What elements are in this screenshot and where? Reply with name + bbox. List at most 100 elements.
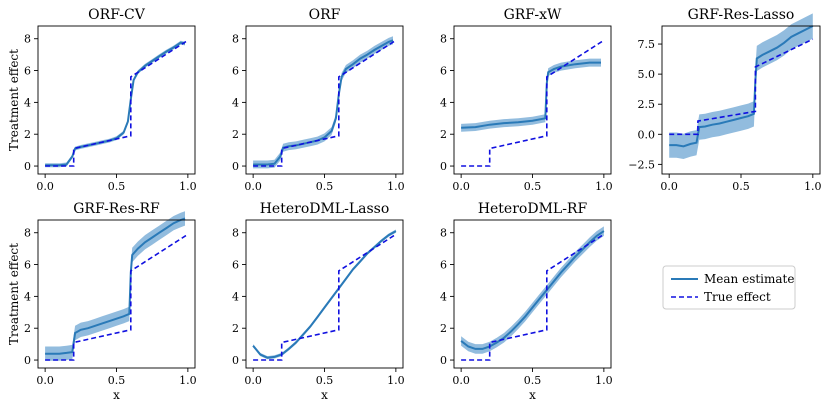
confidence-band: [253, 36, 393, 169]
chart-panel-7: 0.0 0.5 1.0 0 2 4 6 8 HeteroDML-RF x: [440, 201, 613, 402]
y-tick-label: 6: [24, 65, 31, 78]
x-axis-label: x: [321, 388, 328, 402]
chart-title: HeteroDML-RF: [478, 201, 588, 217]
y-tick-label: 4: [440, 290, 447, 303]
y-tick-label: 5.0: [638, 68, 656, 81]
chart-panel-3: 0.0 0.5 1.0 0 2 4 6 8 GRF-xW: [440, 7, 613, 193]
legend-label-true: True effect: [704, 290, 771, 304]
series-line-true-effect: [45, 233, 189, 361]
legend: Mean estimate True effect: [662, 265, 796, 310]
y-tick-label: 4: [232, 290, 239, 303]
y-tick-label: 0: [232, 160, 239, 173]
y-tick-label: 8: [440, 227, 447, 240]
x-tick-label: 0.0: [660, 180, 678, 193]
y-tick-label: 6: [24, 259, 31, 272]
y-tick-label: 8: [24, 227, 31, 240]
x-tick-label: 0.5: [316, 180, 334, 193]
chart-panel-5: 0.0 0.5 1.0 0 2 4 6 8 GRF-Res-RF x Treatment effec…: [7, 201, 197, 402]
y-tick-label: 2: [232, 322, 239, 335]
chart-title: HeteroDML-Lasso: [260, 201, 390, 217]
y-tick-label: 4: [232, 96, 239, 109]
chart-panel-4: 0.0 0.5 1.0 −2.5 0.0 2.5 5.0 7.5 GRF-Res-Lasso: [628, 7, 821, 193]
x-tick-label: 0.0: [36, 374, 54, 387]
x-tick-label: 1.0: [179, 374, 197, 387]
x-tick-label: 0.5: [108, 374, 126, 387]
y-tick-label: −2.5: [628, 158, 655, 171]
chart-title: ORF-CV: [88, 7, 146, 23]
y-tick-label: 8: [232, 227, 239, 240]
y-tick-label: 6: [232, 259, 239, 272]
x-tick-label: 0.5: [316, 374, 334, 387]
legend-frame: [662, 265, 796, 310]
y-tick-label: 4: [24, 96, 31, 109]
series-line-mean-estimate: [45, 41, 186, 167]
y-tick-label: 4: [440, 96, 447, 109]
series-line-mean-estimate: [669, 25, 814, 148]
x-tick-label: 1.0: [387, 374, 405, 387]
x-tick-label: 0.5: [108, 180, 126, 193]
series-line-mean-estimate: [460, 230, 605, 350]
chart-panel-6: 0.0 0.5 1.0 0 2 4 6 8 HeteroDML-Lasso x: [232, 201, 405, 402]
y-tick-label: 2: [440, 128, 447, 141]
series-line-true-effect: [461, 39, 605, 167]
x-tick-label: 0.0: [244, 180, 262, 193]
x-axis-label: x: [529, 388, 536, 402]
y-tick-label: 0: [440, 354, 447, 367]
x-tick-label: 1.0: [595, 180, 613, 193]
x-tick-label: 0.5: [524, 180, 542, 193]
y-tick-label: 2.5: [638, 98, 656, 111]
chart-panel-1: 0.0 0.5 1.0 0 2 4 6 8 ORF-CV Treatment effect: [7, 7, 197, 193]
x-tick-label: 1.0: [179, 180, 197, 193]
chart-title: GRF-xW: [504, 7, 562, 23]
x-tick-label: 0.0: [36, 180, 54, 193]
x-tick-label: 0.0: [452, 374, 470, 387]
y-tick-label: 8: [440, 33, 447, 46]
confidence-band: [461, 58, 601, 132]
y-tick-label: 2: [232, 128, 239, 141]
x-tick-label: 0.5: [732, 180, 750, 193]
y-tick-label: 0.0: [638, 128, 656, 141]
series-line-true-effect: [253, 39, 397, 167]
y-tick-label: 0: [232, 354, 239, 367]
x-tick-label: 0.0: [244, 374, 262, 387]
series-line-mean-estimate: [253, 39, 394, 166]
series-line-true-effect: [461, 233, 605, 361]
y-tick-label: 0: [24, 354, 31, 367]
y-tick-label: 6: [232, 65, 239, 78]
x-tick-label: 1.0: [595, 374, 613, 387]
x-tick-label: 0.5: [524, 374, 542, 387]
y-tick-label: 0: [24, 160, 31, 173]
x-tick-label: 1.0: [804, 180, 822, 193]
series-line-true-effect: [253, 233, 397, 361]
y-tick-label: 2: [24, 128, 31, 141]
y-tick-label: 0: [440, 160, 447, 173]
y-axis-label: Treatment effect: [7, 49, 21, 151]
confidence-band: [45, 40, 185, 168]
y-tick-label: 2: [440, 322, 447, 335]
y-axis-label: Treatment effect: [7, 243, 21, 345]
confidence-band: [45, 211, 185, 361]
series-line-mean-estimate: [45, 217, 186, 355]
axes-frame: [453, 25, 612, 175]
x-axis-label: x: [113, 388, 120, 402]
series-line-true-effect: [45, 39, 189, 167]
confidence-band: [253, 229, 396, 360]
y-tick-label: 6: [440, 259, 447, 272]
y-tick-label: 8: [24, 33, 31, 46]
x-tick-label: 1.0: [387, 180, 405, 193]
y-tick-label: 2: [24, 322, 31, 335]
y-tick-label: 7.5: [638, 38, 656, 51]
y-tick-label: 8: [232, 33, 239, 46]
y-tick-label: 4: [24, 290, 31, 303]
chart-title: GRF-Res-Lasso: [688, 7, 795, 23]
series-line-mean-estimate: [252, 230, 397, 359]
confidence-band: [669, 13, 813, 160]
axes-frame: [37, 219, 196, 369]
y-tick-label: 6: [440, 65, 447, 78]
legend-label-mean: Mean estimate: [704, 272, 794, 286]
chart-title: ORF: [309, 7, 341, 23]
series-line-true-effect: [669, 38, 814, 136]
confidence-band: [461, 226, 604, 354]
